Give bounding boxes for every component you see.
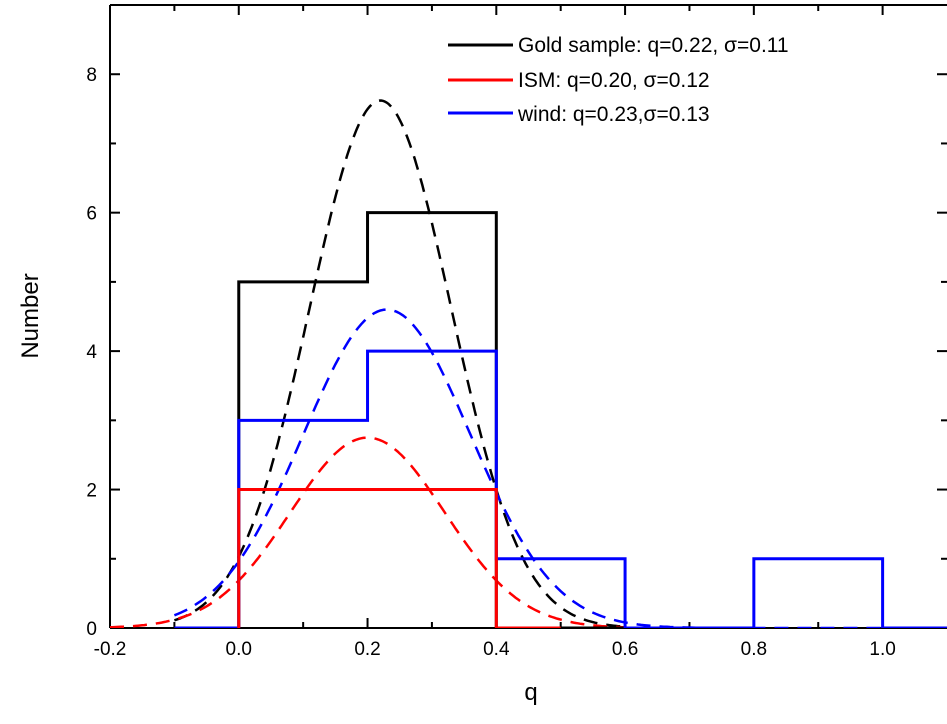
gaussian-fit-gold <box>174 99 626 628</box>
y-tick-label: 8 <box>86 65 97 86</box>
data-layer <box>110 99 947 628</box>
histogram-wind <box>174 349 947 628</box>
x-tick-label: 0.8 <box>741 639 767 660</box>
x-tick-label: 0.6 <box>612 639 638 660</box>
y-tick-label: 0 <box>86 619 97 640</box>
x-tick-label: -0.2 <box>94 639 127 660</box>
x-tick-label: 0.4 <box>483 639 510 660</box>
histogram-ism <box>237 488 561 628</box>
y-tick-label: 6 <box>86 204 97 225</box>
x-tick-label: 1.0 <box>869 639 895 660</box>
x-axis-title: q <box>524 679 537 706</box>
y-axis-title: Number <box>17 273 44 358</box>
y-tick-label: 2 <box>86 481 97 502</box>
y-tick-label: 4 <box>86 342 97 363</box>
legend: Gold sample: q=0.22, σ=0.11 ISM: q=0.20,… <box>448 34 789 126</box>
gaussian-fit-wind <box>173 308 947 628</box>
legend-label-ism: ISM: q=0.20, σ=0.12 <box>518 69 710 92</box>
ticks-layer: -0.2 0.0 0.2 0.4 0.6 0.8 1.0 0 2 4 6 8 <box>86 5 947 660</box>
x-tick-label: 0.0 <box>226 639 252 660</box>
gaussian-fit-ism <box>110 436 626 628</box>
legend-label-wind: wind: q=0.23,σ=0.13 <box>517 103 710 126</box>
x-tick-label: 0.2 <box>354 639 380 660</box>
legend-label-gold: Gold sample: q=0.22, σ=0.11 <box>518 34 789 57</box>
